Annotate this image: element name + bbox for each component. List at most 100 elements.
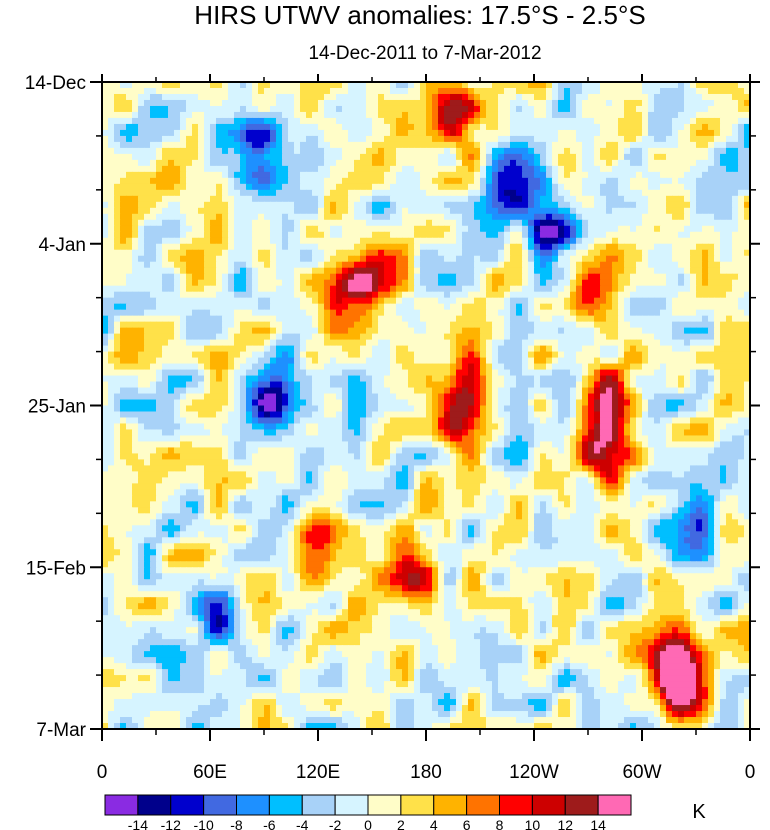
heatmap-cell (228, 123, 235, 131)
heatmap-cell (408, 297, 415, 305)
heatmap-cell (720, 273, 727, 281)
heatmap-cell (570, 285, 577, 293)
heatmap-cell (696, 213, 703, 221)
heatmap-cell (522, 243, 529, 251)
heatmap-cell (234, 147, 241, 155)
heatmap-cell (258, 117, 265, 125)
heatmap-cell (426, 135, 433, 143)
heatmap-cell (258, 261, 265, 269)
heatmap-cell (534, 273, 541, 281)
heatmap-cell (714, 333, 721, 341)
heatmap-cell (426, 153, 433, 161)
heatmap-cell (108, 321, 115, 329)
heatmap-cell (276, 267, 283, 275)
heatmap-cell (426, 201, 433, 209)
heatmap-cell (558, 147, 565, 155)
heatmap-cell (744, 225, 750, 233)
heatmap-cell (114, 159, 121, 167)
heatmap-cell (312, 267, 319, 275)
heatmap-cell (702, 225, 709, 233)
heatmap-cell (222, 255, 229, 263)
heatmap-cell (210, 339, 217, 347)
heatmap-cell (642, 189, 649, 197)
heatmap-cell (114, 93, 121, 101)
heatmap-cell (126, 225, 133, 233)
heatmap-cell (528, 213, 535, 221)
heatmap-cell (162, 261, 169, 269)
heatmap-cell (348, 153, 355, 161)
heatmap-cell (270, 159, 277, 167)
heatmap-cell (354, 87, 361, 95)
heatmap-cell (438, 285, 445, 293)
heatmap-cell (144, 147, 151, 155)
heatmap-cell (648, 159, 655, 167)
heatmap-cell (348, 135, 355, 143)
heatmap-cell (396, 225, 403, 233)
heatmap-cell (738, 291, 745, 299)
heatmap-cell (570, 297, 577, 305)
heatmap-cell (666, 135, 673, 143)
heatmap-cell (648, 267, 655, 275)
heatmap-cell (594, 147, 601, 155)
heatmap-cell (432, 153, 439, 161)
heatmap-cell (684, 261, 691, 269)
heatmap-cell (630, 327, 637, 335)
heatmap-cell (312, 297, 319, 305)
heatmap-cell (558, 99, 565, 107)
heatmap-cell (198, 183, 205, 191)
heatmap-cell (108, 249, 115, 257)
heatmap-cell (132, 291, 139, 299)
heatmap-cell (306, 321, 313, 329)
heatmap-cell (114, 123, 121, 131)
heatmap-cell (468, 351, 475, 359)
heatmap-cell (534, 303, 541, 311)
heatmap-cell (714, 135, 721, 143)
heatmap-cell (216, 189, 223, 197)
heatmap-cell (276, 303, 283, 311)
heatmap-cell (708, 279, 715, 287)
heatmap-cell (720, 213, 727, 221)
heatmap-cell (114, 87, 121, 95)
heatmap-cell (288, 303, 295, 311)
heatmap-cell (534, 117, 541, 125)
heatmap-cell (456, 129, 463, 137)
heatmap-cell (558, 225, 565, 233)
heatmap-cell (438, 261, 445, 269)
heatmap-cell (576, 321, 583, 329)
heatmap-cell (594, 237, 601, 245)
heatmap-cell (420, 159, 427, 167)
heatmap-cell (528, 111, 535, 119)
heatmap-cell (408, 93, 415, 101)
heatmap-cell (174, 273, 181, 281)
heatmap-cell (648, 165, 655, 173)
heatmap-cell (720, 267, 727, 275)
heatmap-cell (552, 315, 559, 323)
heatmap-cell (366, 111, 373, 119)
heatmap-cell (342, 147, 349, 155)
heatmap-cell (396, 249, 403, 257)
heatmap-cell (648, 105, 655, 113)
heatmap-cell (342, 195, 349, 203)
heatmap-cell (666, 285, 673, 293)
heatmap-cell (120, 249, 127, 257)
heatmap-cell (144, 357, 151, 365)
heatmap-cell (300, 249, 307, 257)
heatmap-cell (348, 82, 355, 89)
heatmap-cell (396, 177, 403, 185)
heatmap-cell (402, 219, 409, 227)
heatmap-cell (150, 231, 157, 239)
heatmap-cell (744, 171, 750, 179)
heatmap-cell (558, 309, 565, 317)
heatmap-cell (636, 189, 643, 197)
heatmap-cell (174, 99, 181, 107)
heatmap-cell (576, 183, 583, 191)
heatmap-cell (126, 321, 133, 329)
heatmap-cell (264, 213, 271, 221)
heatmap-cell (702, 279, 709, 287)
heatmap-cell (510, 189, 517, 197)
heatmap-cell (630, 177, 637, 185)
heatmap-cell (660, 273, 667, 281)
heatmap-cell (252, 207, 259, 215)
heatmap-cell (732, 159, 739, 167)
heatmap-cell (180, 333, 187, 341)
